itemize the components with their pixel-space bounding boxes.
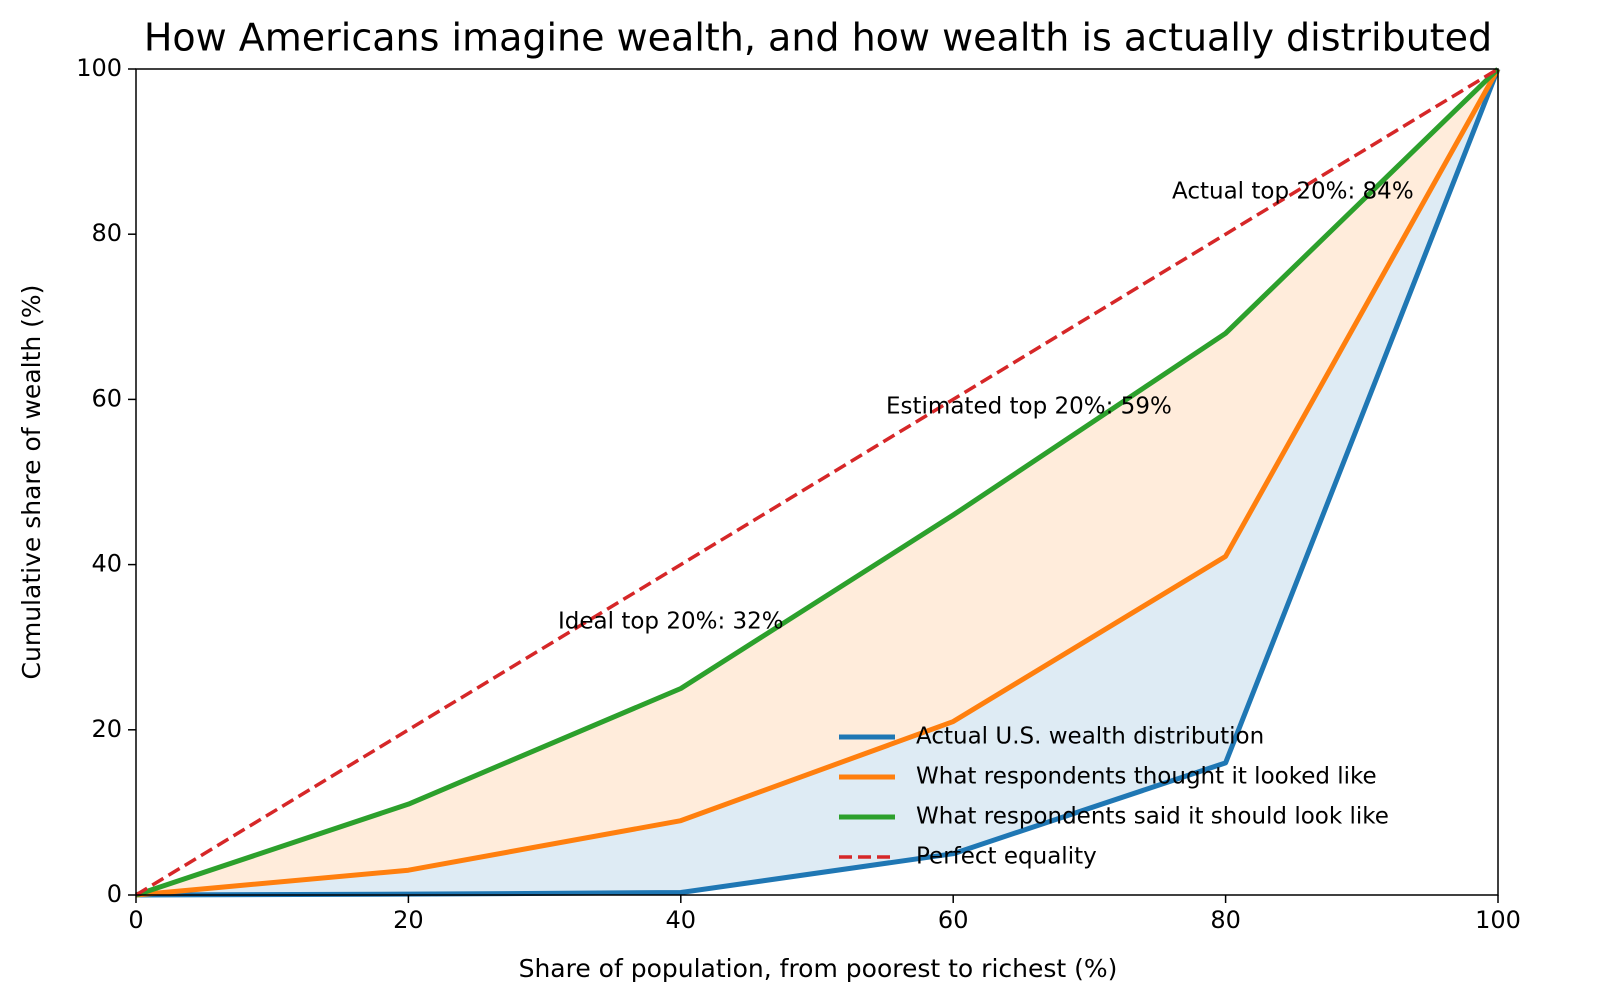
area-fill [136, 69, 1498, 895]
x-tick-label: 40 [666, 906, 697, 934]
legend-label: What respondents thought it looked like [916, 764, 1377, 790]
y-tick-label: 20 [91, 715, 122, 743]
annotation: Estimated top 20%: 59% [886, 394, 1172, 420]
x-tick-label: 0 [128, 906, 143, 934]
y-tick-label: 0 [107, 880, 122, 908]
legend-label: Perfect equality [916, 844, 1097, 870]
series-line [135, 67, 1500, 898]
y-tick-label: 60 [91, 384, 122, 412]
y-axis-label: Cumulative share of wealth (%) [17, 285, 46, 680]
x-tick-label: 100 [1475, 906, 1521, 934]
legend-label: Actual U.S. wealth distribution [916, 724, 1264, 750]
annotation: Ideal top 20%: 32% [558, 609, 784, 635]
area-fill [136, 69, 1498, 895]
series-line [135, 67, 1501, 898]
y-tick-label: 40 [91, 550, 122, 578]
legend-label: What respondents said it should look lik… [916, 804, 1389, 830]
x-tick-label: 20 [393, 906, 424, 934]
x-tick-label: 80 [1210, 906, 1241, 934]
x-axis-label: Share of population, from poorest to ric… [519, 954, 1118, 983]
plot-frame [135, 68, 1499, 896]
chart-title: How Americans imagine wealth, and how we… [144, 16, 1492, 60]
y-tick-label: 80 [91, 219, 122, 247]
y-tick-label: 100 [76, 54, 122, 82]
x-tick-label: 60 [938, 906, 969, 934]
annotation: Actual top 20%: 84% [1172, 179, 1414, 205]
